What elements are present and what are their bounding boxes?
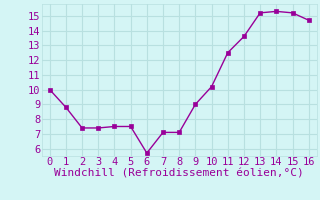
X-axis label: Windchill (Refroidissement éolien,°C): Windchill (Refroidissement éolien,°C): [54, 169, 304, 179]
